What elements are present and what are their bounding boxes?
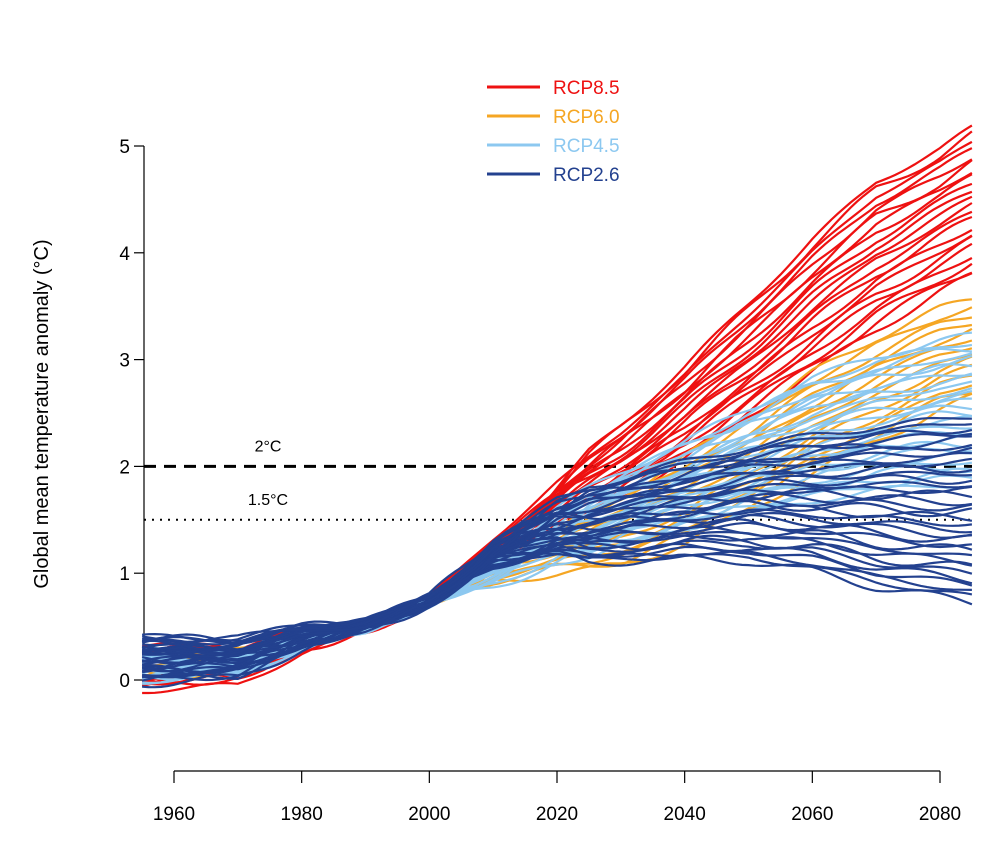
series-line	[141, 272, 973, 652]
x-tick-label: 1960	[153, 804, 195, 825]
series-line	[142, 124, 973, 695]
legend-item: RCP6.0	[487, 107, 620, 128]
threshold-2c-label: 2°C	[255, 438, 282, 455]
y-tick-label: 3	[119, 351, 130, 372]
series-line	[141, 513, 973, 675]
x-tick-label: 2040	[664, 804, 706, 825]
series-line	[141, 130, 973, 684]
legend-label: RCP6.0	[553, 107, 620, 128]
series-line	[141, 158, 973, 675]
series-line	[141, 416, 972, 682]
y-tick-label: 2	[119, 457, 130, 478]
x-tick-label: 1980	[281, 804, 323, 825]
legend-label: RCP8.5	[553, 78, 620, 99]
legend-item: RCP4.5	[487, 136, 620, 157]
legend-item: RCP2.6	[487, 165, 620, 186]
legend: RCP8.5 RCP6.0 RCP4.5 RCP2.6	[487, 78, 620, 186]
x-axis: 1960 1980 2000 2020 2040 2060 2080	[153, 770, 961, 825]
x-tick-label: 2080	[919, 804, 961, 825]
x-ticks: 1960 1980 2000 2020 2040 2060 2080	[153, 771, 961, 825]
series-line	[141, 423, 972, 658]
y-axis: 0 1 2 3 4 5	[119, 137, 145, 692]
x-tick-label: 2060	[791, 804, 833, 825]
x-tick-label: 2020	[536, 804, 578, 825]
y-tick-label: 1	[119, 564, 130, 585]
series-lines	[141, 124, 973, 695]
series-line	[141, 428, 973, 682]
y-tick-label: 4	[119, 244, 130, 265]
legend-label: RCP2.6	[553, 165, 620, 186]
series-rcp2-6	[141, 416, 973, 689]
y-tick-label: 5	[119, 137, 130, 158]
y-ticks: 0 1 2 3 4 5	[119, 137, 144, 692]
y-axis-title: Global mean temperature anomaly (°C)	[31, 239, 53, 588]
legend-label: RCP4.5	[553, 136, 620, 157]
y-tick-label: 0	[119, 671, 130, 692]
series-line	[142, 173, 973, 661]
threshold-1-5c-label: 1.5°C	[248, 492, 288, 509]
series-line	[142, 450, 972, 684]
legend-item: RCP8.5	[487, 78, 620, 99]
x-tick-label: 2000	[408, 804, 450, 825]
